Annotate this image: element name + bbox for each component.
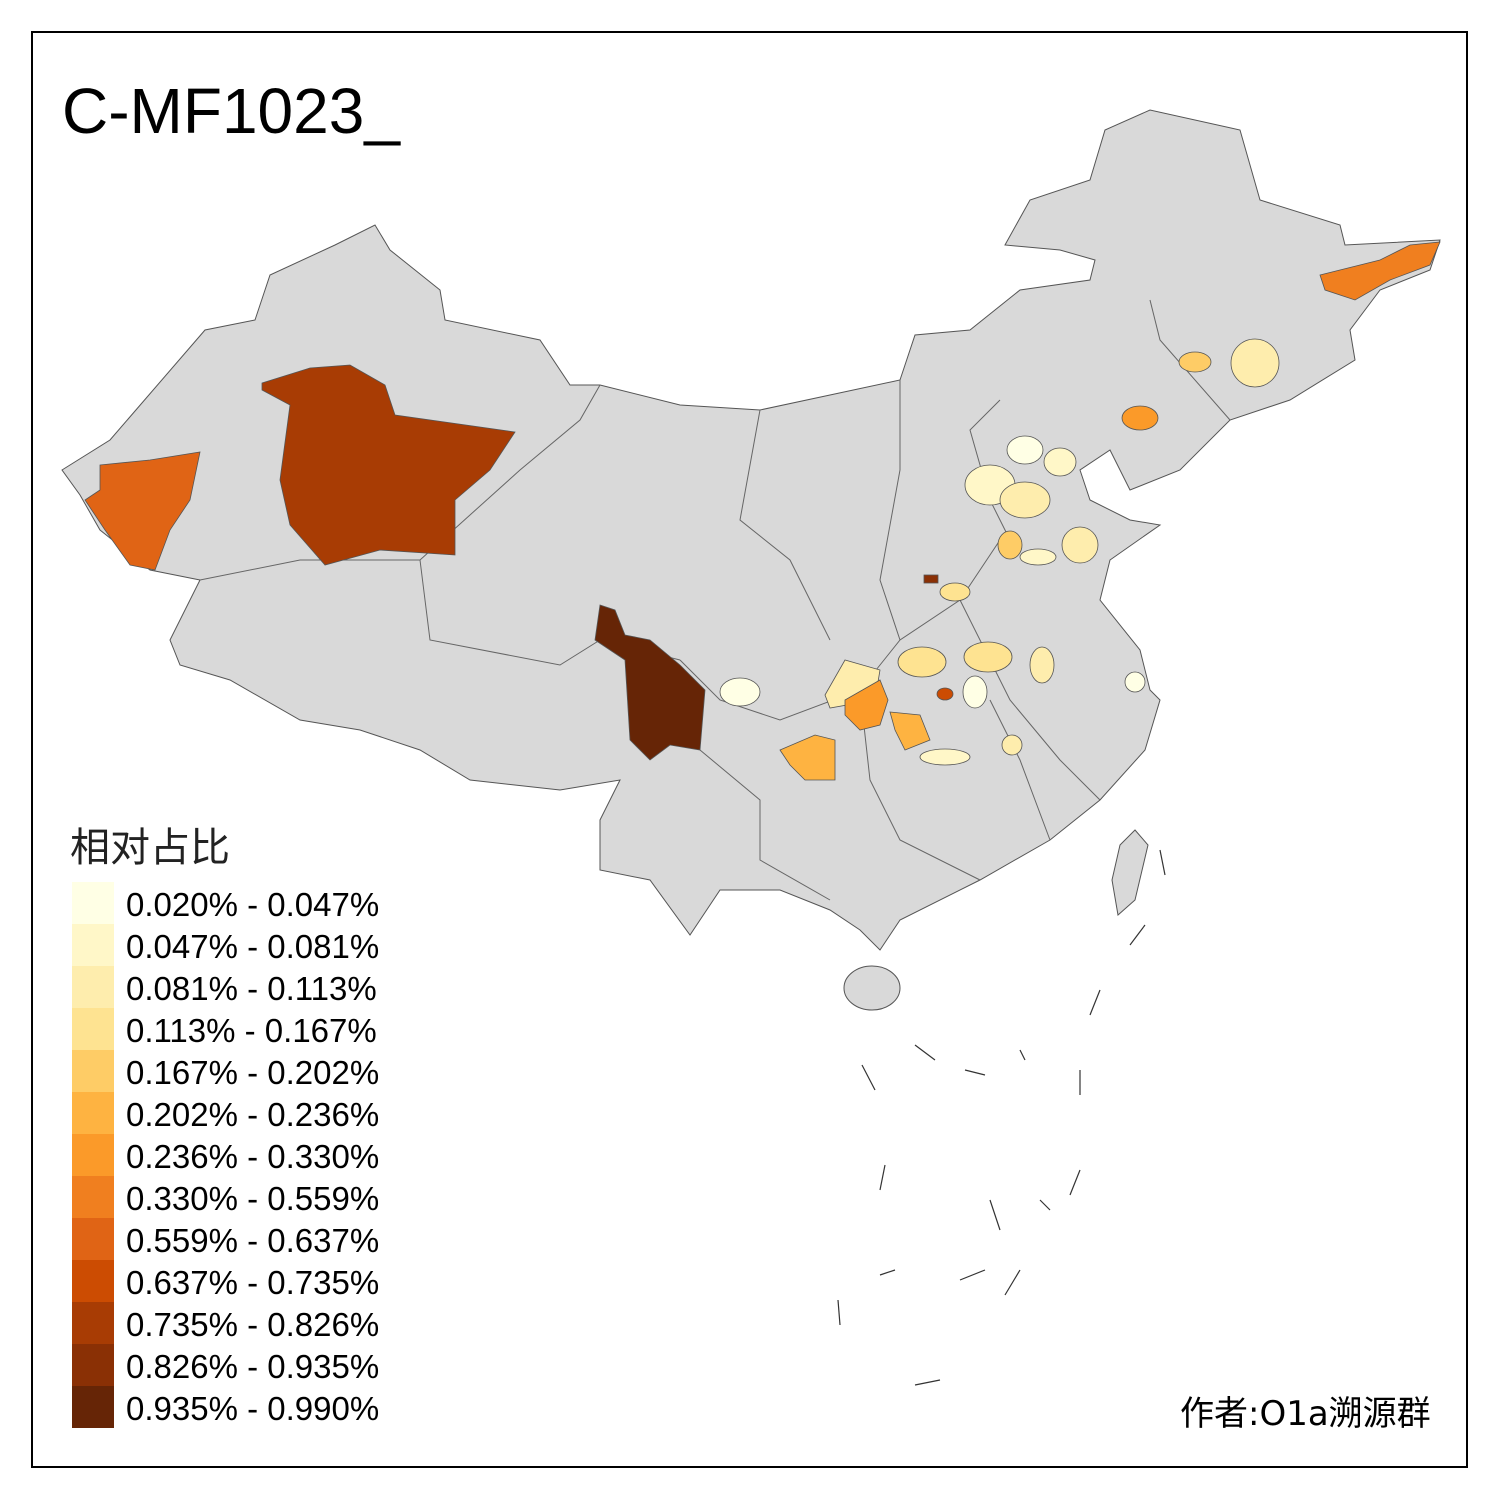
legend-swatch: [72, 882, 114, 924]
legend-label: 0.236% - 0.330%: [126, 1138, 380, 1175]
region-jilin-b: [1178, 351, 1212, 373]
region-shandong-c: [1019, 548, 1057, 566]
legend-label: 0.935% - 0.990%: [126, 1390, 380, 1427]
legend-item: 0.559% - 0.637%: [72, 1218, 379, 1260]
legend-swatch: [72, 1344, 114, 1386]
region-shanghai: [1124, 671, 1146, 693]
hainan-island: [843, 965, 901, 1011]
region-heilongjiang-east: [1319, 241, 1441, 301]
region-central-xinjiang: [261, 364, 516, 566]
legend-item: 0.826% - 0.935%: [72, 1344, 379, 1386]
region-shandong-a: [997, 530, 1023, 560]
south-china-sea-islands: [837, 849, 1166, 1386]
legend-item: 0.202% - 0.236%: [72, 1092, 379, 1134]
legend-swatch: [72, 1176, 114, 1218]
region-anhui: [963, 641, 1013, 673]
legend-item: 0.047% - 0.081%: [72, 924, 379, 966]
legend-swatch: [72, 1260, 114, 1302]
legend-swatch: [72, 1008, 114, 1050]
region-jiangxi: [1001, 734, 1023, 756]
region-henan-a: [939, 582, 971, 602]
legend-label: 0.020% - 0.047%: [126, 886, 380, 923]
legend-item: 0.236% - 0.330%: [72, 1134, 379, 1176]
map-frame: [31, 31, 1468, 1468]
legend-item: 0.735% - 0.826%: [72, 1302, 379, 1344]
legend-label: 0.202% - 0.236%: [126, 1096, 380, 1133]
legend-label: 0.559% - 0.637%: [126, 1222, 380, 1259]
region-jiangsu: [1029, 646, 1055, 684]
legend-swatch: [72, 1386, 114, 1428]
legend: 0.020% - 0.047% 0.047% - 0.081% 0.081% - 0…: [72, 882, 379, 1428]
region-qinghai-east: [719, 677, 761, 707]
legend-swatch: [72, 924, 114, 966]
legend-item: 0.113% - 0.167%: [72, 1008, 379, 1050]
legend-item: 0.935% - 0.990%: [72, 1386, 379, 1428]
region-kashgar: [84, 451, 201, 571]
region-hunan: [919, 748, 971, 766]
region-chongqing-east: [889, 711, 931, 751]
legend-item: 0.637% - 0.735%: [72, 1260, 379, 1302]
region-beijing: [1006, 435, 1044, 465]
region-chongqing-north: [844, 679, 889, 731]
legend-label: 0.330% - 0.559%: [126, 1180, 380, 1217]
region-shandong-b: [1061, 526, 1099, 564]
legend-label: 0.637% - 0.735%: [126, 1264, 380, 1301]
legend-swatch: [72, 1050, 114, 1092]
legend-swatch: [72, 1302, 114, 1344]
legend-label: 0.826% - 0.935%: [126, 1348, 380, 1385]
map-title: C-MF1023_: [62, 75, 400, 147]
region-hubei-b: [962, 675, 988, 709]
legend-label: 0.047% - 0.081%: [126, 928, 380, 965]
region-garze: [594, 604, 706, 761]
legend-swatch: [72, 1218, 114, 1260]
region-hubei-small: [936, 687, 954, 701]
china-mainland: [61, 109, 1441, 951]
legend-swatch: [72, 966, 114, 1008]
author-credit: 作者:O1a溯源群: [1180, 1394, 1431, 1434]
legend-label: 0.081% - 0.113%: [126, 970, 377, 1007]
legend-item: 0.081% - 0.113%: [72, 966, 379, 1008]
region-sichuan-south: [779, 734, 836, 781]
region-hebei-b: [999, 481, 1051, 519]
region-henan-b: [897, 646, 947, 678]
legend-item: 0.020% - 0.047%: [72, 882, 379, 924]
legend-item: 0.167% - 0.202%: [72, 1050, 379, 1092]
region-jilin-a: [1230, 338, 1280, 388]
region-tianjin: [1043, 447, 1077, 477]
legend-label: 0.735% - 0.826%: [126, 1306, 380, 1343]
legend-swatch: [72, 1092, 114, 1134]
legend-label: 0.113% - 0.167%: [126, 1012, 377, 1049]
legend-swatch: [72, 1134, 114, 1176]
legend-label: 0.167% - 0.202%: [126, 1054, 380, 1091]
taiwan-island: [1111, 829, 1149, 916]
region-liaoning: [1121, 405, 1159, 431]
region-shanxi-small: [923, 574, 939, 584]
legend-title: 相对占比: [70, 825, 230, 871]
legend-item: 0.330% - 0.559%: [72, 1176, 379, 1218]
